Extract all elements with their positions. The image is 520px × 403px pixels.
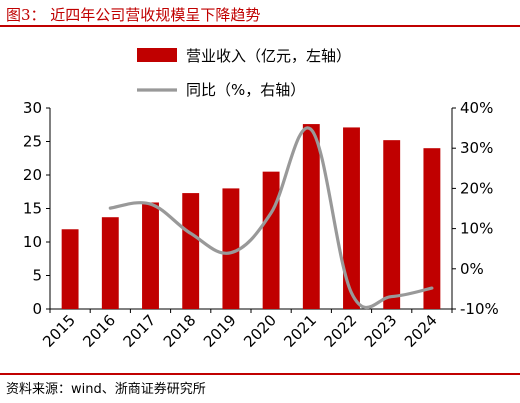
- right-tick-label: 20%: [460, 179, 493, 197]
- revenue-bar: [142, 202, 159, 309]
- right-tick-label: 0%: [460, 260, 484, 278]
- x-tick-label: 2021: [280, 311, 320, 351]
- title-divider: [0, 25, 520, 27]
- left-tick-label: 25: [23, 133, 42, 151]
- legend-swatch-revenue: [137, 48, 177, 62]
- figure-title: 图3： 近四年公司营收规模呈下降趋势: [6, 6, 261, 24]
- source-note: 资料来源：wind、浙商证券研究所: [6, 382, 206, 397]
- left-tick-label: 0: [32, 300, 42, 318]
- left-tick-label: 20: [23, 166, 42, 184]
- x-tick-label: 2016: [79, 311, 119, 351]
- revenue-bar: [423, 148, 441, 309]
- yoy-line: [108, 126, 434, 309]
- revenue-bar: [182, 193, 200, 309]
- right-tick-label: -10%: [460, 300, 499, 318]
- right-tick-label: 40%: [460, 99, 493, 117]
- x-tick-label: 2019: [200, 311, 240, 351]
- legend-label-revenue: 营业收入（亿元，左轴）: [186, 47, 351, 65]
- source-divider: [0, 373, 520, 375]
- revenue-bar: [262, 171, 280, 309]
- revenue-bars: [61, 124, 441, 310]
- left-tick-label: 30: [23, 99, 42, 117]
- left-tick-label: 5: [32, 267, 42, 285]
- legend: 营业收入（亿元，左轴） 同比（%，右轴）: [137, 47, 351, 99]
- revenue-chart: 0 5 10 15 20 25 30 -10% 0% 10% 20% 30% 40% 2015 2016…: [23, 47, 499, 351]
- revenue-bar: [61, 229, 79, 309]
- revenue-bar: [222, 188, 240, 309]
- x-tick-label: 2023: [361, 311, 401, 351]
- x-tick-label: 2020: [240, 311, 280, 351]
- right-tick-label: 30%: [460, 139, 493, 157]
- x-tick-label: 2017: [120, 311, 160, 351]
- revenue-bar: [383, 140, 401, 309]
- left-tick-label: 15: [23, 200, 42, 218]
- left-tick-label: 10: [23, 233, 42, 251]
- revenue-bar: [302, 124, 320, 309]
- revenue-bar: [101, 217, 119, 309]
- right-tick-label: 10%: [460, 220, 493, 238]
- left-axis: 0 5 10 15 20 25 30: [23, 99, 51, 318]
- x-tick-label: 2015: [39, 311, 79, 351]
- revenue-bar: [343, 127, 360, 310]
- x-tick-label: 2018: [160, 311, 200, 351]
- x-tick-label: 2024: [401, 311, 441, 351]
- right-axis: -10% 0% 10% 20% 30% 40%: [451, 99, 499, 318]
- x-tick-label: 2022: [321, 311, 361, 351]
- yoy-series-line: [108, 126, 434, 309]
- x-axis: 2015 2016 2017 2018 2019 2020 2021 2022 2023 2024: [39, 308, 453, 351]
- legend-label-yoy: 同比（%，右轴）: [186, 81, 305, 99]
